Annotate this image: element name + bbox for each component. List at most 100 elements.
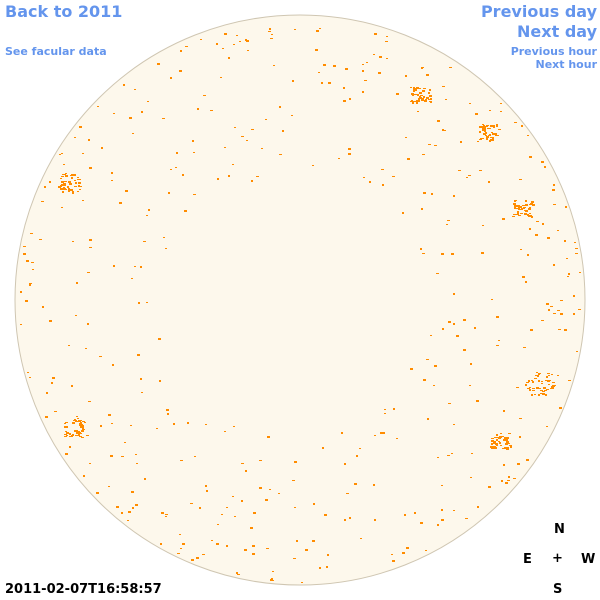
facula <box>205 424 207 425</box>
facula <box>77 179 79 180</box>
facula <box>412 95 414 96</box>
facula <box>423 96 425 98</box>
facula <box>75 430 78 432</box>
facula <box>540 393 542 394</box>
facula <box>89 463 91 464</box>
facula <box>80 186 82 187</box>
facula <box>527 254 529 256</box>
facula <box>496 124 498 126</box>
facula <box>548 375 550 376</box>
facula <box>69 433 71 435</box>
facula <box>545 380 547 381</box>
facula <box>312 165 314 166</box>
facula <box>501 436 504 437</box>
facula <box>333 65 336 67</box>
facula <box>554 385 556 386</box>
facula <box>421 208 423 210</box>
back-to-year-link[interactable]: Back to 2011 <box>5 2 123 21</box>
facula <box>542 391 545 392</box>
facula <box>540 390 543 391</box>
facula <box>269 28 271 30</box>
facula <box>529 156 532 158</box>
next-hour-link[interactable]: Next hour <box>535 58 598 71</box>
facula <box>366 62 368 63</box>
facula <box>160 543 162 545</box>
facula <box>411 93 414 95</box>
facula <box>344 463 346 465</box>
facula <box>271 580 274 581</box>
facula <box>348 148 351 150</box>
next-day-link[interactable]: Next day <box>517 22 597 41</box>
facula <box>279 106 281 108</box>
facula <box>506 447 508 449</box>
facula <box>541 381 543 382</box>
facula <box>63 187 65 188</box>
facula <box>482 225 484 226</box>
facula <box>479 170 482 171</box>
facula <box>417 94 419 96</box>
facula <box>492 138 494 139</box>
facula <box>466 177 468 178</box>
see-facular-data-link[interactable]: See facular data <box>5 45 107 58</box>
facula <box>72 422 75 424</box>
facula <box>448 321 451 323</box>
compass-north: N <box>554 522 565 537</box>
compass-west: W <box>581 552 596 567</box>
previous-hour-link[interactable]: Previous hour <box>510 45 597 58</box>
facula <box>79 126 82 128</box>
facula <box>423 192 426 194</box>
facula <box>135 504 138 506</box>
facula <box>344 519 346 521</box>
facula <box>495 135 498 136</box>
facula <box>64 423 66 424</box>
facula <box>89 239 92 241</box>
facula <box>423 88 426 89</box>
facula <box>75 315 77 316</box>
facula <box>182 174 184 176</box>
facula <box>538 374 540 375</box>
facula <box>529 228 531 230</box>
facula <box>77 177 79 178</box>
facula <box>68 181 71 183</box>
facula <box>430 101 432 103</box>
facula <box>69 183 72 185</box>
facula <box>428 144 431 145</box>
facula <box>78 185 80 187</box>
facula <box>245 39 247 41</box>
facula <box>127 520 129 521</box>
facula <box>100 425 102 427</box>
facula <box>179 534 181 535</box>
facula <box>453 424 455 425</box>
facula <box>246 40 249 42</box>
facula <box>382 432 385 434</box>
facula <box>86 435 89 436</box>
facula <box>447 220 450 221</box>
facula <box>419 92 422 94</box>
facula <box>453 323 455 325</box>
facula <box>405 137 407 138</box>
facula <box>65 431 67 432</box>
facula <box>269 489 271 490</box>
facula <box>504 437 506 439</box>
previous-day-link[interactable]: Previous day <box>480 2 597 21</box>
facula <box>71 177 73 179</box>
facula <box>125 190 128 192</box>
facula <box>362 91 364 93</box>
facula <box>64 434 67 435</box>
facula <box>79 189 81 190</box>
facula <box>525 204 528 206</box>
facula <box>294 29 296 30</box>
facula <box>519 179 522 180</box>
facula <box>576 351 578 352</box>
facula <box>546 376 548 378</box>
facula <box>505 437 508 439</box>
facula <box>296 540 298 542</box>
facula <box>121 456 124 457</box>
facula <box>62 191 64 193</box>
facula <box>470 363 472 365</box>
facula <box>500 103 502 104</box>
facula <box>538 380 540 382</box>
facula <box>492 133 495 135</box>
facula <box>479 126 482 128</box>
facula <box>515 208 517 209</box>
